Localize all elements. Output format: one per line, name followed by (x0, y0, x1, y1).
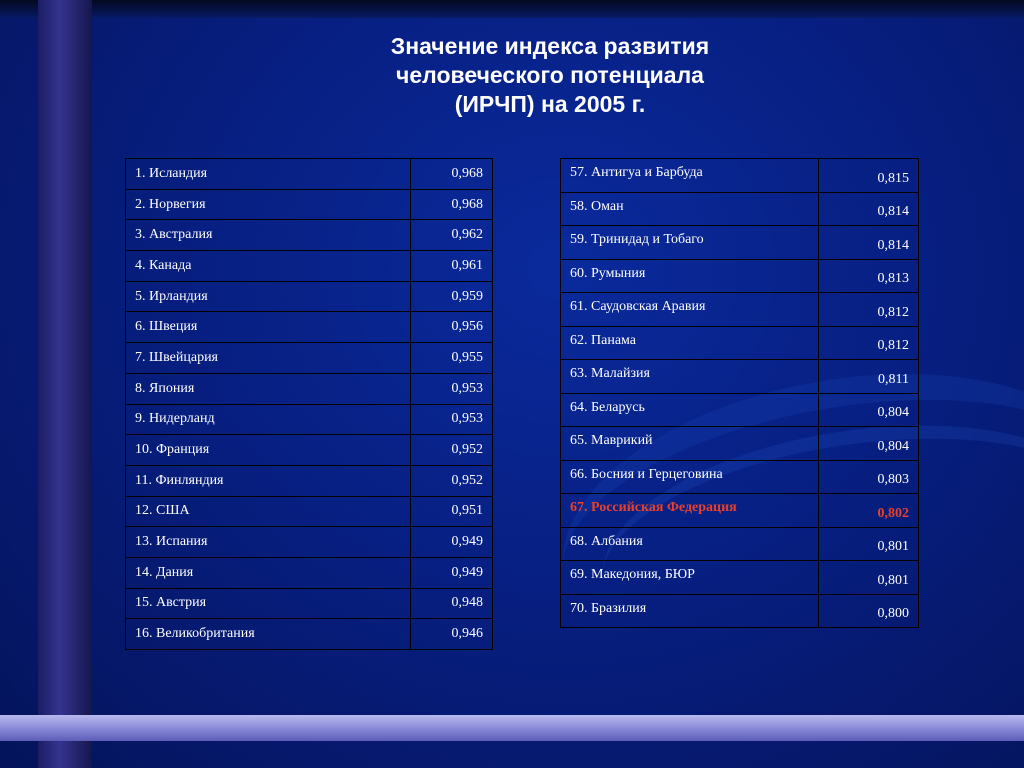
hdi-value-cell: 0,952 (410, 434, 493, 466)
table-row: 61. Саудовская Аравия 0,812 (560, 292, 919, 327)
hdi-table-right: 57. Антигуа и Барбуда 0,815 58. Оман 0,814 5… (560, 158, 919, 628)
table-row: 59. Тринидад и Тобаго 0,814 (560, 225, 919, 260)
table-row: 70. Бразилия 0,800 (560, 593, 919, 628)
table-row: 4. Канада 0,961 (125, 250, 493, 282)
title-line-3: (ИРЧП) на 2005 г. (454, 91, 646, 117)
table-row: 3. Австралия 0,962 (125, 219, 493, 252)
hdi-value-cell: 0,953 (410, 372, 493, 405)
country-cell: 60. Румыния (560, 258, 819, 293)
hdi-value-cell: 0,803 (818, 459, 919, 494)
table-row: 62. Панама 0,812 (560, 325, 919, 360)
country-cell: 59. Тринидад и Тобаго (560, 225, 819, 260)
country-cell: 7. Швейцария (125, 342, 411, 374)
left-decorative-bar (38, 0, 92, 768)
country-cell: 67. Российская Федерация (560, 493, 819, 528)
hdi-value-cell: 0,953 (410, 403, 493, 436)
bottom-decorative-bar (0, 715, 1024, 741)
table-row: 13. Испания 0,949 (125, 526, 493, 558)
table-row: 5. Ирландия 0,959 (125, 280, 493, 313)
hdi-value-cell: 0,961 (410, 250, 493, 282)
country-cell: 6. Швеция (125, 311, 411, 344)
table-row: 66. Босния и Герцеговина 0,803 (560, 459, 919, 494)
table-row: 58. Оман 0,814 (560, 191, 919, 226)
country-cell: 63. Малайзия (560, 359, 819, 394)
table-row: 14. Дания 0,949 (125, 556, 493, 589)
table-row: 9. Нидерланд 0,953 (125, 403, 493, 436)
country-cell: 66. Босния и Герцеговина (560, 459, 819, 494)
table-row: 69. Македония, БЮР 0,801 (560, 560, 919, 595)
country-cell: 8. Япония (125, 372, 411, 405)
table-row: 2. Норвегия 0,968 (125, 188, 493, 221)
table-row: 16. Великобритания 0,946 (125, 618, 493, 650)
country-cell: 4. Канада (125, 250, 411, 282)
country-cell: 57. Антигуа и Барбуда (560, 158, 819, 193)
country-cell: 58. Оман (560, 191, 819, 226)
hdi-value-cell: 0,815 (818, 158, 919, 193)
hdi-value-cell: 0,804 (818, 392, 919, 427)
hdi-value-cell: 0,962 (410, 219, 493, 252)
hdi-value-cell: 0,948 (410, 587, 493, 620)
hdi-value-cell: 0,949 (410, 526, 493, 558)
table-row: 65. Маврикий 0,804 (560, 426, 919, 461)
table-row: 8. Япония 0,953 (125, 372, 493, 405)
title-line-2: человеческого потенциала (396, 62, 704, 88)
table-row: 11. Финляндия 0,952 (125, 464, 493, 497)
country-cell: 65. Маврикий (560, 426, 819, 461)
hdi-value-cell: 0,968 (410, 188, 493, 221)
table-row: 10. Франция 0,952 (125, 434, 493, 466)
top-band (0, 0, 1024, 18)
hdi-value-cell: 0,800 (818, 593, 919, 628)
hdi-value-cell: 0,812 (818, 325, 919, 360)
country-cell: 62. Панама (560, 325, 819, 360)
hdi-value-cell: 0,968 (410, 158, 493, 190)
country-cell: 5. Ирландия (125, 280, 411, 313)
hdi-table-left: 1. Исландия 0,968 2. Норвегия 0,968 3. Австр… (125, 158, 493, 650)
country-cell: 1. Исландия (125, 158, 411, 190)
hdi-value-cell: 0,959 (410, 280, 493, 313)
table-row: 7. Швейцария 0,955 (125, 342, 493, 374)
hdi-value-cell: 0,801 (818, 526, 919, 561)
country-cell: 68. Албания (560, 526, 819, 561)
hdi-value-cell: 0,955 (410, 342, 493, 374)
country-cell: 64. Беларусь (560, 392, 819, 427)
table-row: 12. США 0,951 (125, 495, 493, 528)
table-row: 60. Румыния 0,813 (560, 258, 919, 293)
hdi-value-cell: 0,801 (818, 560, 919, 595)
hdi-value-cell: 0,802 (818, 493, 919, 528)
country-cell: 9. Нидерланд (125, 403, 411, 436)
table-row: 6. Швеция 0,956 (125, 311, 493, 344)
hdi-value-cell: 0,946 (410, 618, 493, 650)
slide-title: Значение индекса развития человеческого … (300, 32, 800, 119)
hdi-value-cell: 0,949 (410, 556, 493, 589)
country-cell: 3. Австралия (125, 219, 411, 252)
hdi-value-cell: 0,813 (818, 258, 919, 293)
hdi-value-cell: 0,952 (410, 464, 493, 497)
hdi-value-cell: 0,814 (818, 191, 919, 226)
table-row: 1. Исландия 0,968 (125, 158, 493, 190)
table-row: 67. Российская Федерация 0,802 (560, 493, 919, 528)
hdi-value-cell: 0,951 (410, 495, 493, 528)
table-row: 63. Малайзия 0,811 (560, 359, 919, 394)
country-cell: 12. США (125, 495, 411, 528)
table-row: 68. Албания 0,801 (560, 526, 919, 561)
country-cell: 10. Франция (125, 434, 411, 466)
country-cell: 70. Бразилия (560, 593, 819, 628)
country-cell: 13. Испания (125, 526, 411, 558)
country-cell: 16. Великобритания (125, 618, 411, 650)
table-row: 64. Беларусь 0,804 (560, 392, 919, 427)
table-row: 57. Антигуа и Барбуда 0,815 (560, 158, 919, 193)
hdi-value-cell: 0,814 (818, 225, 919, 260)
hdi-value-cell: 0,811 (818, 359, 919, 394)
table-row: 15. Австрия 0,948 (125, 587, 493, 620)
title-line-1: Значение индекса развития (390, 33, 710, 59)
hdi-value-cell: 0,804 (818, 426, 919, 461)
country-cell: 11. Финляндия (125, 464, 411, 497)
country-cell: 14. Дания (125, 556, 411, 589)
country-cell: 15. Австрия (125, 587, 411, 620)
country-cell: 61. Саудовская Аравия (560, 292, 819, 327)
country-cell: 69. Македония, БЮР (560, 560, 819, 595)
country-cell: 2. Норвегия (125, 188, 411, 221)
hdi-value-cell: 0,956 (410, 311, 493, 344)
hdi-value-cell: 0,812 (818, 292, 919, 327)
